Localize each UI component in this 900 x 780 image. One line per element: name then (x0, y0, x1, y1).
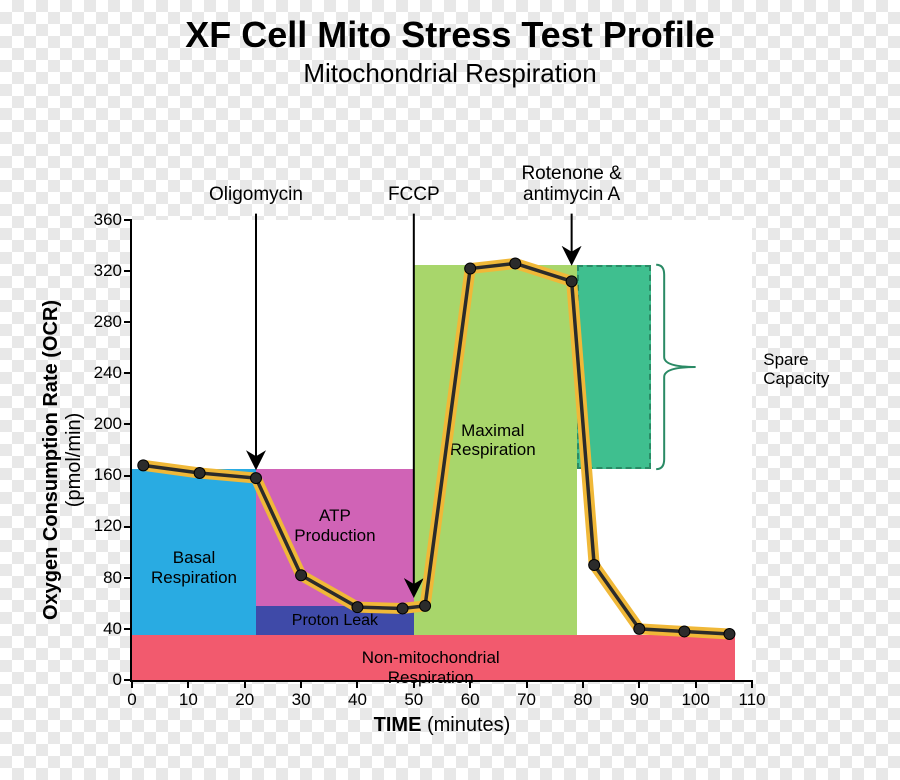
y-tick (124, 577, 132, 579)
chart-title: XF Cell Mito Stress Test Profile (0, 14, 900, 56)
injection-label: Oligomycin (166, 185, 346, 206)
plot-overlay (132, 220, 752, 680)
x-tick-label: 20 (225, 690, 265, 710)
y-tick (124, 321, 132, 323)
x-axis-title: TIME (minutes) (132, 714, 752, 737)
y-tick (124, 270, 132, 272)
ocr-data-point (634, 623, 645, 634)
x-tick-label: 90 (619, 690, 659, 710)
y-tick (124, 679, 132, 681)
y-tick (124, 628, 132, 630)
x-tick (469, 680, 471, 688)
y-tick (124, 372, 132, 374)
y-tick (124, 423, 132, 425)
ocr-data-point (194, 468, 205, 479)
ocr-data-point (724, 629, 735, 640)
y-tick-label: 0 (77, 670, 122, 690)
ocr-data-point (679, 626, 690, 637)
x-axis (132, 680, 752, 682)
x-tick-label: 60 (450, 690, 490, 710)
ocr-data-point (420, 600, 431, 611)
injection-label: Rotenone & antimycin A (482, 164, 662, 206)
y-tick (124, 526, 132, 528)
y-tick (124, 219, 132, 221)
ocr-data-point (566, 276, 577, 287)
ocr-data-point (397, 603, 408, 614)
spare-capacity-brace (656, 265, 695, 469)
y-tick (124, 475, 132, 477)
plot-area: Maximal RespirationSpare CapacityBasal R… (132, 220, 752, 680)
x-tick (582, 680, 584, 688)
ocr-data-point (589, 560, 600, 571)
x-tick-label: 70 (507, 690, 547, 710)
chart-root: XF Cell Mito Stress Test Profile Mitocho… (0, 0, 900, 780)
x-tick (751, 680, 753, 688)
ocr-trace-glow (143, 263, 729, 634)
x-tick (638, 680, 640, 688)
x-tick (695, 680, 697, 688)
y-tick-label: 40 (77, 619, 122, 639)
x-tick (413, 680, 415, 688)
x-tick-label: 80 (563, 690, 603, 710)
chart-subtitle: Mitochondrial Respiration (0, 58, 900, 89)
x-tick (131, 680, 133, 688)
ocr-data-point (352, 602, 363, 613)
ocr-data-point (251, 473, 262, 484)
ocr-data-point (296, 570, 307, 581)
x-tick (300, 680, 302, 688)
x-axis-title-unit: (minutes) (427, 714, 510, 736)
x-tick-label: 110 (732, 690, 772, 710)
x-tick-label: 0 (112, 690, 152, 710)
y-axis-title: Oxygen Consumption Rate (OCR)(pmol/min) (40, 300, 86, 620)
x-tick (187, 680, 189, 688)
ocr-data-point (510, 258, 521, 269)
ocr-trace-line (143, 263, 729, 634)
y-tick-label: 320 (77, 261, 122, 281)
x-tick (244, 680, 246, 688)
x-tick-label: 10 (168, 690, 208, 710)
y-axis-title-unit: (pmol/min) (63, 300, 86, 620)
x-tick (356, 680, 358, 688)
ocr-data-point (465, 263, 476, 274)
ocr-data-point (138, 460, 149, 471)
x-tick-label: 40 (337, 690, 377, 710)
y-tick-label: 360 (77, 210, 122, 230)
x-tick-label: 50 (394, 690, 434, 710)
x-tick (526, 680, 528, 688)
x-axis-title-main: TIME (374, 714, 422, 736)
injection-label: FCCP (324, 185, 504, 206)
x-tick-label: 100 (676, 690, 716, 710)
region-label-spare: Spare Capacity (763, 350, 829, 389)
x-tick-label: 30 (281, 690, 321, 710)
y-axis-title-main: Oxygen Consumption Rate (OCR) (40, 300, 62, 620)
